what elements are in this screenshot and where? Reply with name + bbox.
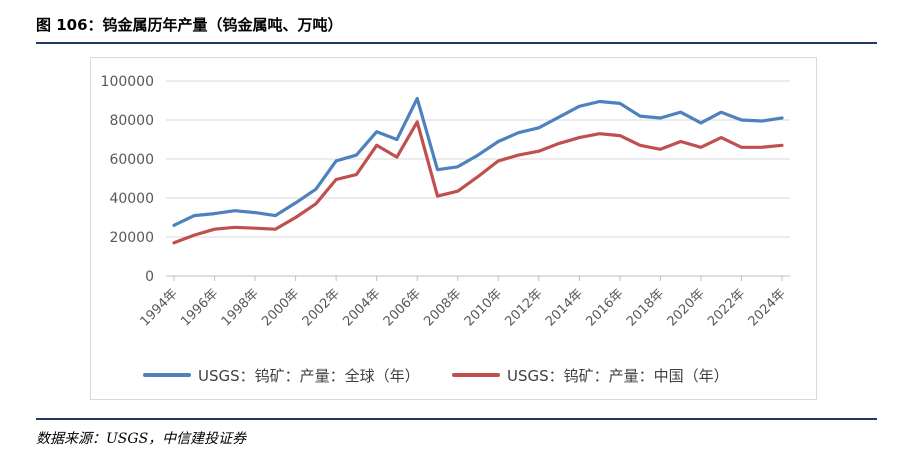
legend: USGS：钨矿：产量：全球（年） USGS：钨矿：产量：中国（年） — [143, 367, 729, 385]
x-tick-label: 2000年 — [259, 286, 302, 329]
top-divider — [36, 42, 877, 44]
x-tick-label: 1998年 — [219, 286, 262, 329]
bottom-divider — [36, 418, 877, 420]
legend-label-2: USGS：钨矿：产量：中国（年） — [507, 367, 729, 385]
y-tick-label: 80000 — [109, 113, 154, 129]
x-axis: 1994年1996年1998年2000年2002年2004年2006年2008年… — [138, 276, 789, 329]
x-tick-label: 2010年 — [462, 286, 505, 329]
y-tick-label: 100000 — [101, 74, 154, 90]
series-line-1 — [172, 96, 784, 227]
x-tick-label: 2006年 — [381, 286, 424, 329]
x-tick-label: 2014年 — [543, 286, 586, 329]
y-axis: 0 20000 40000 60000 80000 100000 — [101, 74, 154, 285]
legend-label-1: USGS：钨矿：产量：全球（年） — [198, 367, 420, 385]
x-tick-label: 2012年 — [502, 286, 545, 329]
x-tick-label: 2022年 — [705, 286, 748, 329]
chart-frame — [90, 57, 817, 400]
y-tick-label: 40000 — [109, 191, 154, 207]
x-tick-label: 2024年 — [746, 286, 789, 329]
x-tick-label: 1994年 — [138, 286, 181, 329]
x-tick-label: 2018年 — [624, 286, 667, 329]
x-tick-label: 2002年 — [300, 286, 343, 329]
x-tick-label: 2020年 — [665, 286, 708, 329]
gridlines — [166, 80, 790, 277]
y-tick-label: 60000 — [109, 152, 154, 168]
x-tick-label: 2004年 — [340, 286, 383, 329]
y-tick-label: 20000 — [109, 230, 154, 246]
series-line-2 — [172, 120, 784, 245]
y-tick-label: 0 — [145, 269, 154, 285]
x-tick-label: 2016年 — [583, 286, 626, 329]
x-tick-label: 1996年 — [178, 286, 221, 329]
series-lines — [172, 96, 784, 245]
source-note: 数据来源：USGS，中信建投证券 — [36, 431, 247, 447]
x-tick-label: 2008年 — [421, 286, 464, 329]
figure-title: 图 106：钨金属历年产量（钨金属吨、万吨） — [36, 16, 343, 34]
